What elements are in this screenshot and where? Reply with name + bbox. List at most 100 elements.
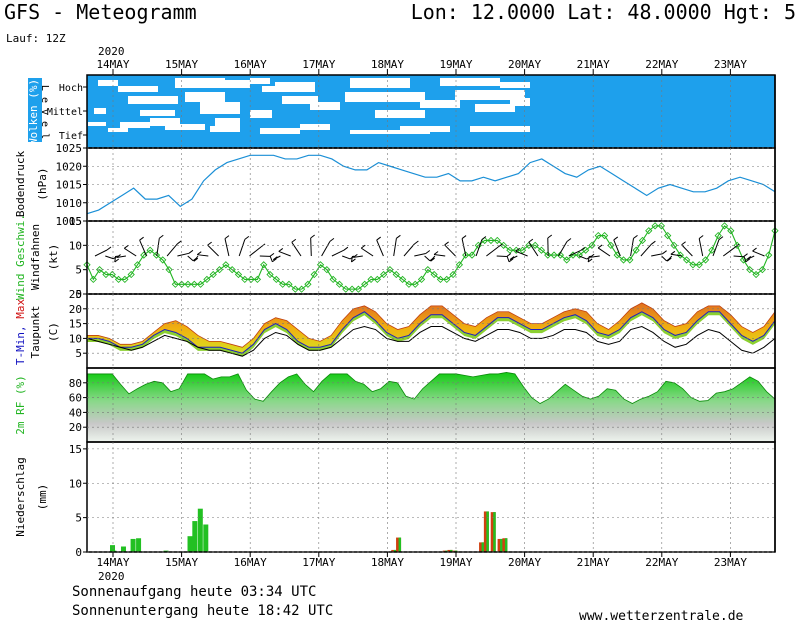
wind-speed-marker [121,275,129,284]
cloud-gap [200,102,240,114]
wind-tick-label: 15 [69,215,82,228]
wind-speed-marker [506,246,514,254]
wind-barb-feather [278,248,284,252]
pressure-ylabel: Bodendruck [14,151,27,218]
temperature-min-band [87,311,775,357]
humidity-tick-label: 80 [69,377,82,390]
wind-speed-marker [651,222,659,230]
wind-speed-marker [228,266,236,274]
wind-barb-feather [124,244,129,249]
cloud-gap [275,82,315,92]
wind-speed-marker [234,270,243,279]
wind-speed-marker [127,270,135,279]
precipitation-tick-label: 10 [69,477,82,490]
wind-barb-feather [461,235,467,239]
wind-speed-marker [165,266,173,274]
cloud-gap [470,126,530,132]
wind-speed-marker [171,280,180,288]
humidity-tick-label: 40 [69,406,82,419]
wind-barb-feather [351,258,356,263]
wind-barb [238,239,246,257]
wind-barb-feather [291,238,297,243]
wind-barb-feather [509,256,515,260]
precip-bar [192,521,198,552]
wind-barb-feather [430,257,435,262]
wind-barb [139,239,147,257]
temperature-ylabel: T-Min, Max [14,299,27,366]
wind-barb [224,238,230,257]
wind-speed-marker [260,261,268,269]
wind-barb [444,244,456,257]
cloud-gap [350,78,410,88]
wind-barb [651,253,663,257]
day-label-bottom: 21MAY [577,556,610,569]
cloud-gap [165,124,205,130]
wind-barb [269,255,273,262]
wind-barb-feather [343,246,349,251]
cloud-gap [375,110,425,118]
cloud-gap [120,122,150,128]
wind-barb [403,243,415,257]
wind-barb [506,255,510,262]
wind-speed-marker [361,280,369,288]
pressure-tick-label: 1020 [56,160,83,173]
wind-speed-marker [720,222,729,230]
cloud-gap [475,104,515,112]
cloud-gap [220,80,250,88]
wind-barb-feather [269,252,275,257]
wind-barb-feather [745,258,751,263]
wind-speed-line [86,225,776,290]
day-label-bottom: 18MAY [371,556,404,569]
wind-speed-marker [152,251,161,259]
wind-barb [496,255,507,258]
wind-speed-marker [272,275,280,284]
wind-speed-marker [108,270,116,279]
wind-speed-marker [487,236,495,245]
wind-unit: (kt) [47,244,60,271]
precip-bar [130,538,136,552]
wind-barb [105,255,114,260]
wind-speed-marker [159,256,167,264]
wind-barb-feather [597,244,603,249]
wind-speed-marker [449,270,457,279]
cloud-gap [94,108,106,114]
wind-barb [670,253,683,257]
day-label-top: 17MAY [302,58,335,71]
wind-barb [249,246,262,257]
wind-barb [124,247,137,257]
precipitation-panel-frame [86,441,776,553]
wind-speed-marker [329,275,337,284]
wind-speed-marker [291,285,299,293]
cloud-gap [98,80,118,86]
wind-speed-marker [695,261,703,269]
precip-unit: (mm) [36,484,49,511]
pressure-line [86,154,776,215]
wind-barb-feather [718,236,724,241]
wind-speed-marker [758,266,767,274]
wind-speed-marker [392,270,400,279]
wind-speed-marker [682,256,691,264]
wind-speed-marker [247,275,255,284]
cloud-gap [215,118,240,128]
wind-speed-marker [133,261,142,269]
day-label-top: 20MAY [508,58,541,71]
cloud-gap [455,90,525,100]
wind-barb-feather [193,257,199,262]
cloud-gap [440,78,500,86]
pressure-tick-label: 1015 [56,179,83,192]
wind-barb [743,255,747,263]
source-credit: www.wetterzentrale.de [579,609,744,624]
wind-barb-feather [139,236,144,241]
wind-barb [156,238,160,257]
wind-speed-marker [354,285,363,293]
wind-speed-marker [701,256,710,264]
wind-speed-marker [285,280,293,288]
wind-barb [613,239,621,257]
day-label-top: 14MAY [96,58,129,71]
wind-barb [733,255,744,258]
wind-speed-marker [739,256,748,264]
wind-speed-marker [279,280,287,288]
precip-bar-conv [504,538,508,552]
wind-speed-marker [241,275,249,284]
